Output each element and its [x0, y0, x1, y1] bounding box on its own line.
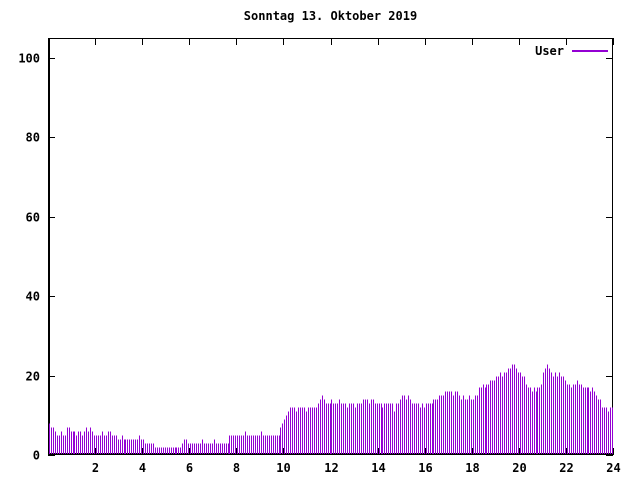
x-tick-label: 12 [324, 461, 338, 475]
legend-line-sample [572, 50, 608, 52]
x-tick-label: 20 [512, 461, 526, 475]
y-tick-label: 20 [26, 370, 40, 384]
y-tick-label: 80 [26, 131, 40, 145]
x-tick-label: 8 [233, 461, 240, 475]
x-tick-label: 6 [186, 461, 193, 475]
legend-label-user: User [535, 44, 564, 58]
x-tick-label: 18 [465, 461, 479, 475]
x-tick-label: 22 [559, 461, 573, 475]
y-tick-label: 60 [26, 211, 40, 225]
legend: User [500, 44, 608, 58]
x-tick-label: 24 [606, 461, 620, 475]
y-tick-label: 0 [33, 449, 40, 463]
user-bars [49, 364, 613, 454]
x-tick-label: 16 [418, 461, 432, 475]
axis-ticks [48, 38, 614, 456]
x-tick-label: 4 [139, 461, 146, 475]
y-tick-label: 100 [18, 52, 40, 66]
y-tick-label: 40 [26, 290, 40, 304]
x-tick-label: 10 [276, 461, 290, 475]
x-tick-label: 14 [371, 461, 385, 475]
x-tick-label: 2 [92, 461, 99, 475]
chart-title: Sonntag 13. Oktober 2019 [243, 9, 418, 23]
